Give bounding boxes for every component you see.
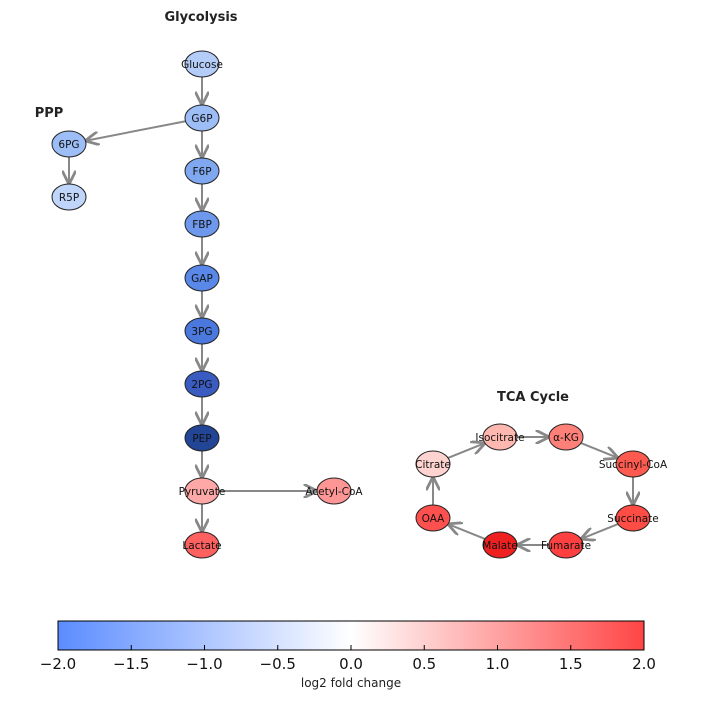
node-ellipse	[184, 317, 220, 345]
node-Succinate: Succinate	[607, 504, 659, 532]
node-label: GAP	[191, 273, 213, 285]
node-Acetyl-CoA: Acetyl-CoA	[305, 477, 363, 505]
node-Glucose: Glucose	[181, 50, 223, 78]
node-ellipse	[482, 423, 518, 451]
ppp-title: PPP	[35, 106, 64, 121]
node-ellipse	[51, 183, 87, 211]
node-ellipse	[415, 450, 451, 478]
node-Malate: Malate	[482, 531, 518, 559]
colorbar-tick-label: 1.0	[486, 655, 510, 673]
edge-G6P-6PG	[86, 120, 186, 140]
node-Pyruvate: Pyruvate	[179, 477, 226, 505]
colorbar-tick-label: −1.0	[186, 655, 222, 673]
node-ellipse	[184, 104, 220, 132]
colorbar-tick-label: 1.5	[559, 655, 583, 673]
node-ellipse	[184, 370, 220, 398]
colorbar-tick-label: 0.5	[412, 655, 436, 673]
node-Citrate: Citrate	[415, 450, 451, 478]
node-FBP: FBP	[184, 210, 220, 238]
node-ellipse	[184, 531, 220, 559]
node-ellipse	[615, 450, 651, 478]
node-6PG: 6PG	[51, 130, 87, 158]
node-OAA: OAA	[415, 504, 451, 532]
colorbar-tick-label: 0.0	[339, 655, 363, 673]
edge-Malate-OAA	[449, 524, 486, 540]
node-label: Glucose	[181, 59, 223, 71]
node-ellipse	[415, 504, 451, 532]
node-ellipse	[184, 424, 220, 452]
edge-Succinate-Fumarate	[582, 523, 619, 539]
colorbar-tick-label: 2.0	[632, 655, 656, 673]
node-ellipse	[184, 264, 220, 292]
edge-aKG-Succinyl-CoA	[580, 442, 617, 458]
node-ellipse	[184, 477, 220, 505]
glycolysis-title: Glycolysis	[164, 10, 237, 25]
node-label: Acetyl-CoA	[305, 486, 363, 498]
node-ellipse	[184, 157, 220, 185]
colorbar-tick-label: −0.5	[260, 655, 296, 673]
node-G6P: G6P	[184, 104, 220, 132]
node-Succinyl-CoA: Succinyl-CoA	[599, 450, 668, 478]
node-label: Succinyl-CoA	[599, 459, 668, 471]
node-label: α-KG	[553, 432, 579, 444]
edge-Citrate-Isocitrate	[447, 443, 484, 459]
node-R5P: R5P	[51, 183, 87, 211]
node-Isocitrate: Isocitrate	[475, 423, 525, 451]
node-Lactate: Lactate	[182, 531, 222, 559]
node-F6P: F6P	[184, 157, 220, 185]
node-label: F6P	[192, 166, 211, 178]
node-ellipse	[316, 477, 352, 505]
colorbar-tick-label: −1.5	[113, 655, 149, 673]
node-label: Succinate	[607, 513, 658, 525]
nodes: Glucose G6P F6P FBP GAP 3PG 2PG PEP Pyruvate Lact…	[51, 50, 668, 559]
node-Fumarate: Fumarate	[541, 531, 591, 559]
node-GAP: GAP	[184, 264, 220, 292]
colorbar-tick-label: −2.0	[40, 655, 76, 673]
colorbar-label: log2 fold change	[301, 676, 401, 690]
node-label: 6PG	[58, 139, 79, 151]
colorbar: −2.0 −1.5 −1.0 −0.5 0.0 0.5 1.0 1.5 2.0 log2 fol…	[40, 620, 656, 690]
node-label: 3PG	[191, 326, 212, 338]
node-ellipse	[615, 504, 651, 532]
node-label: OAA	[422, 513, 446, 525]
node-ellipse	[184, 210, 220, 238]
node-ellipse	[482, 531, 518, 559]
node-ellipse	[51, 130, 87, 158]
node-PEP: PEP	[184, 424, 220, 452]
node-label: FBP	[192, 219, 212, 231]
node-ellipse	[184, 50, 220, 78]
node-ellipse	[548, 531, 584, 559]
node-label: Citrate	[415, 459, 451, 471]
node-label: Malate	[482, 540, 517, 552]
node-label: Fumarate	[541, 540, 591, 552]
node-aKG: α-KG	[548, 423, 584, 451]
tca-title: TCA Cycle	[497, 390, 569, 405]
node-label: R5P	[59, 192, 79, 204]
edges	[69, 77, 633, 545]
node-label: Lactate	[182, 540, 221, 552]
node-ellipse	[548, 423, 584, 451]
node-label: 2PG	[191, 379, 212, 391]
node-3PG: 3PG	[184, 317, 220, 345]
node-label: Pyruvate	[179, 486, 226, 498]
node-label: G6P	[191, 113, 212, 125]
node-2PG: 2PG	[184, 370, 220, 398]
node-label: PEP	[192, 433, 211, 445]
node-label: Isocitrate	[475, 432, 524, 444]
